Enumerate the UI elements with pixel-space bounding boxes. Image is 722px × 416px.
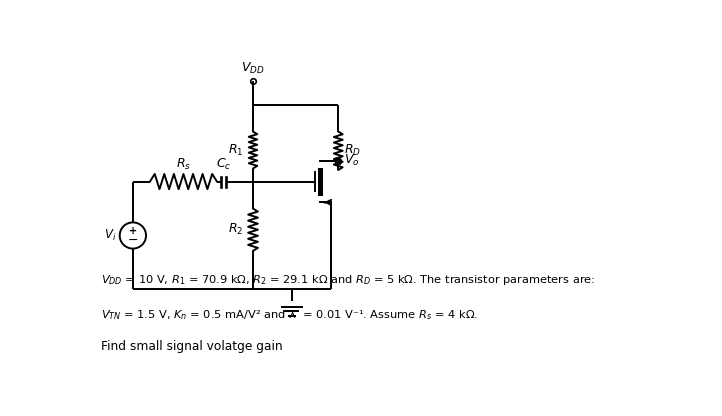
Text: $R_D$: $R_D$	[344, 143, 361, 158]
Text: $V_o$: $V_o$	[344, 153, 360, 168]
Text: $C_c$: $C_c$	[216, 156, 231, 171]
Text: $R_s$: $R_s$	[176, 156, 191, 171]
Text: −: −	[128, 234, 138, 247]
Text: Find small signal volatge gain: Find small signal volatge gain	[101, 340, 283, 353]
Text: +: +	[129, 226, 137, 236]
Text: $V_i$: $V_i$	[104, 228, 116, 243]
Text: $V_{DD}$: $V_{DD}$	[241, 61, 265, 76]
Text: $R_2$: $R_2$	[227, 222, 243, 237]
Text: $R_1$: $R_1$	[227, 142, 243, 158]
Text: $V_{TN}$ = 1.5 V, $K_n$ = 0.5 mA/V² and λ  = 0.01 V⁻¹. Assume $R_s$ = 4 kΩ.: $V_{TN}$ = 1.5 V, $K_n$ = 0.5 mA/V² and …	[101, 308, 479, 322]
Text: $V_{DD}$ = 10 V, $R_1$ = 70.9 kΩ, $R_2$ = 29.1 kΩ and $R_D$ = 5 kΩ. The transist: $V_{DD}$ = 10 V, $R_1$ = 70.9 kΩ, $R_2$ …	[101, 272, 596, 287]
